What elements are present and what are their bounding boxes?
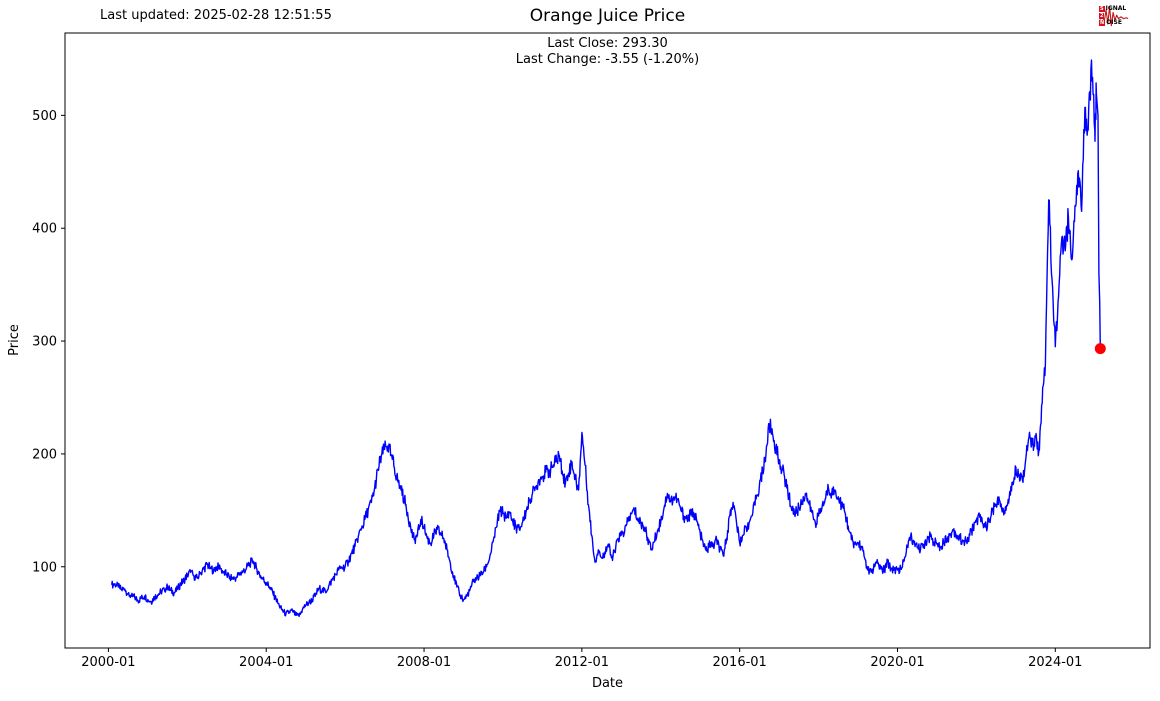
x-tick-label: 2020-01 bbox=[870, 655, 924, 670]
price-line bbox=[111, 59, 1101, 618]
x-tick-label: 2008-01 bbox=[397, 655, 451, 670]
signal2noise-logo: S IGNAL 2 N OISE bbox=[1099, 2, 1157, 30]
y-tick-label: 100 bbox=[32, 560, 57, 575]
logo-text: S IGNAL 2 N OISE bbox=[1099, 5, 1127, 26]
logo-letter-s: S bbox=[1099, 6, 1105, 12]
logo-waveform-icon bbox=[1099, 5, 1129, 27]
y-tick-label: 300 bbox=[32, 335, 57, 350]
plot-border bbox=[64, 32, 1151, 649]
chart-subtitle: Last Close: 293.30 Last Change: -3.55 (-… bbox=[65, 36, 1150, 68]
last-change-text: Last Change: -3.55 (-1.20%) bbox=[515, 52, 700, 67]
x-tick-label: 2016-01 bbox=[713, 655, 767, 670]
y-axis-label: Price bbox=[7, 324, 22, 356]
x-tick-label: 2024-01 bbox=[1028, 655, 1082, 670]
last-updated-text: Last updated: 2025-02-28 12:51:55 bbox=[100, 8, 332, 23]
x-axis-label: Date bbox=[591, 676, 624, 691]
last-close-text: Last Close: 293.30 bbox=[547, 36, 668, 51]
x-tick-label: 2004-01 bbox=[239, 655, 293, 670]
page-title: Orange Juice Price bbox=[529, 6, 686, 26]
y-tick-label: 500 bbox=[32, 109, 57, 124]
logo-letter-2: 2 bbox=[1099, 13, 1105, 19]
logo-letter-n: N bbox=[1099, 20, 1106, 26]
y-tick-label: 200 bbox=[32, 447, 57, 462]
y-tick-label: 400 bbox=[32, 222, 57, 237]
last-price-marker bbox=[1094, 343, 1106, 355]
x-tick-label: 2012-01 bbox=[555, 655, 609, 670]
x-tick-label: 2000-01 bbox=[81, 655, 135, 670]
